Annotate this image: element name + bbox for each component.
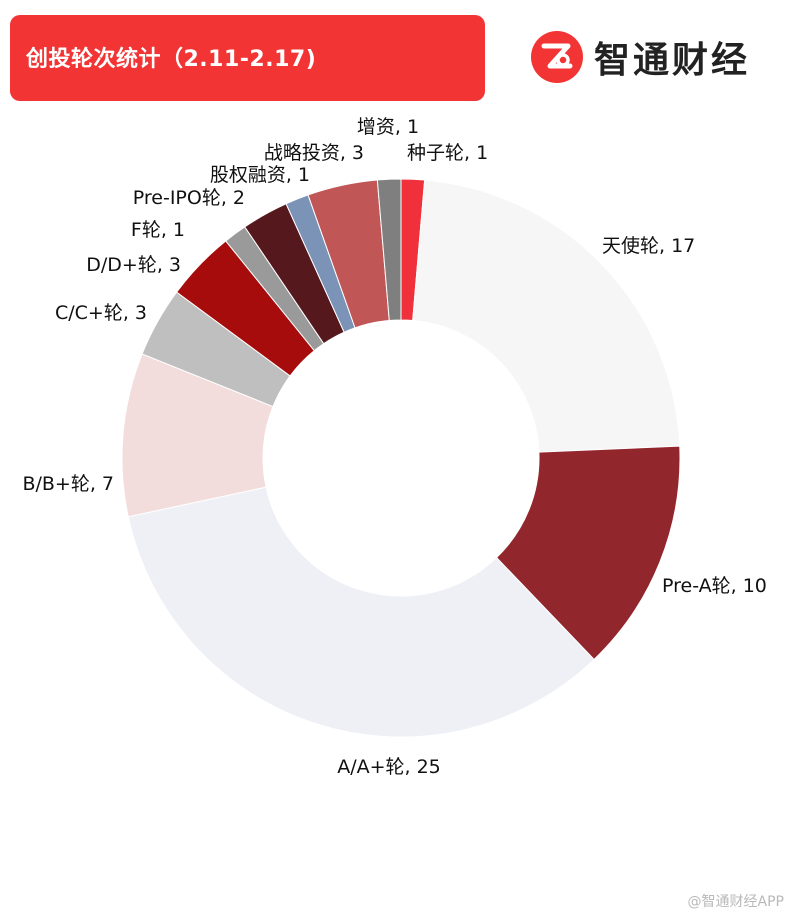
zhitong-logo-icon bbox=[531, 31, 583, 83]
slice-label-10: 股权融资, 1 bbox=[210, 164, 310, 186]
slice-label-3: Pre-A轮, 10 bbox=[662, 575, 767, 597]
slice-label-8: F轮, 1 bbox=[131, 219, 185, 241]
slice-labels: 种子轮, 1 天使轮, 17 Pre-A轮, 10 A/A+轮, 25 B/B+轮, 7… bbox=[22, 116, 766, 778]
donut-slices bbox=[121, 178, 681, 738]
slice-label-1: 种子轮, 1 bbox=[407, 142, 488, 164]
brand-name: 智通财经 bbox=[594, 40, 751, 81]
brand: 智通财经 bbox=[530, 28, 750, 86]
title-banner: 创投轮次统计（2.11-2.17) bbox=[10, 15, 485, 101]
slice-label-2: 天使轮, 17 bbox=[602, 235, 695, 257]
donut-slice-3 bbox=[495, 445, 681, 661]
slice-label-9: Pre-IPO轮, 2 bbox=[133, 187, 245, 209]
donut-slice-4 bbox=[127, 486, 595, 738]
slice-label-5: B/B+轮, 7 bbox=[22, 473, 114, 495]
slice-label-11: 战略投资, 3 bbox=[264, 142, 364, 164]
donut-slice-12 bbox=[376, 178, 402, 322]
watermark: @智通财经APP bbox=[687, 894, 784, 910]
slice-label-6: C/C+轮, 3 bbox=[55, 302, 147, 324]
slice-label-7: D/D+轮, 3 bbox=[86, 254, 181, 276]
donut-slice-2 bbox=[412, 179, 681, 453]
chart-title: 创投轮次统计（2.11-2.17) bbox=[26, 47, 317, 72]
slice-label-4: A/A+轮, 25 bbox=[337, 756, 441, 778]
slice-label-12: 增资, 1 bbox=[357, 116, 419, 138]
